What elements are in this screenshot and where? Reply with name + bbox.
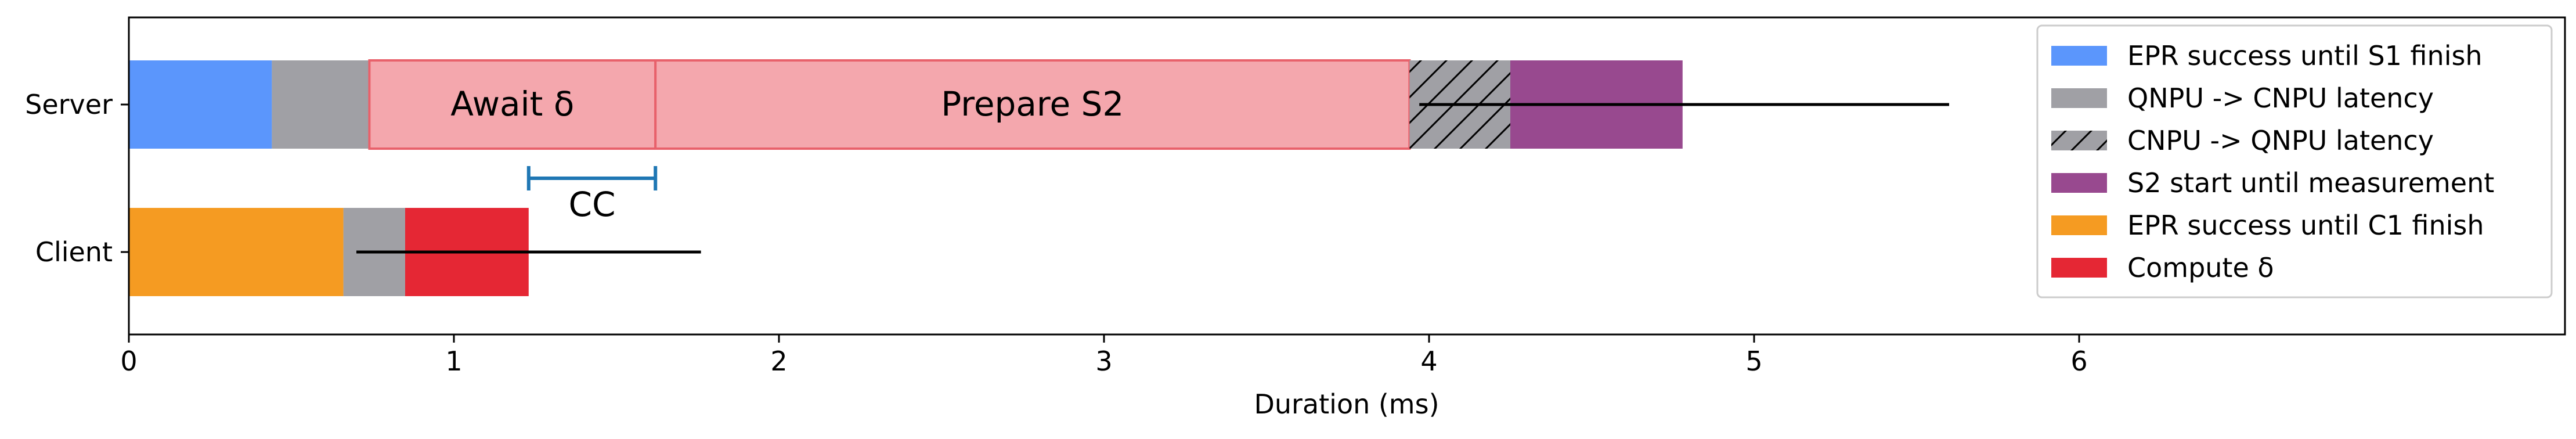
bar-segment-server-3	[654, 59, 1411, 150]
cc-annotation: CC	[526, 166, 658, 224]
legend-swatch-1	[2051, 88, 2107, 108]
cc-label: CC	[569, 185, 616, 224]
legend-swatch-4	[2051, 215, 2107, 235]
x-tick-label-6: 6	[2070, 346, 2087, 377]
legend-label-5: Compute δ	[2127, 252, 2274, 283]
x-tick-label-1: 1	[445, 346, 462, 377]
legend-swatch-5	[2051, 258, 2107, 278]
legend-label-1: QNPU -> CNPU latency	[2127, 82, 2434, 114]
legend-swatch-2	[2051, 131, 2107, 150]
segment-label-2: Await δ	[450, 84, 574, 124]
legend-label-2: CNPU -> QNPU latency	[2127, 125, 2434, 156]
bar-segments: Await δ Prepare S2	[129, 59, 1683, 296]
plot-frame	[128, 16, 2566, 336]
legend-label-0: EPR success until S1 finish	[2127, 40, 2483, 71]
x-axis-label: Duration (ms)	[1254, 388, 1439, 420]
duration-lines	[356, 103, 1949, 254]
y-tick-label-server: Server	[25, 89, 113, 120]
bar-segment-server-0	[129, 60, 272, 149]
legend-label-4: EPR success until C1 finish	[2127, 210, 2484, 241]
legend-box	[2036, 24, 2553, 298]
x-tick-label-0: 0	[120, 346, 137, 377]
y-axis: Server Client	[25, 89, 129, 268]
segment-label-3: Prepare S2	[941, 84, 1124, 124]
x-tick-label-4: 4	[1420, 346, 1437, 377]
legend: EPR success until S1 finish QNPU -> CNPU …	[2036, 24, 2553, 298]
x-tick-label-2: 2	[770, 346, 787, 377]
bar-segment-server-1	[272, 60, 370, 149]
x-tick-label-5: 5	[1745, 346, 1762, 377]
bar-segment-client-6	[129, 208, 344, 296]
y-tick-label-client: Client	[35, 236, 113, 268]
legend-swatch-0	[2051, 46, 2107, 66]
x-tick-label-3: 3	[1095, 346, 1112, 377]
x-axis: 0 1 2 3 4 5 6	[120, 334, 2088, 377]
bar-segment-server-2	[368, 59, 657, 150]
legend-swatch-3	[2051, 173, 2107, 193]
legend-label-3: S2 start until measurement	[2127, 167, 2494, 199]
